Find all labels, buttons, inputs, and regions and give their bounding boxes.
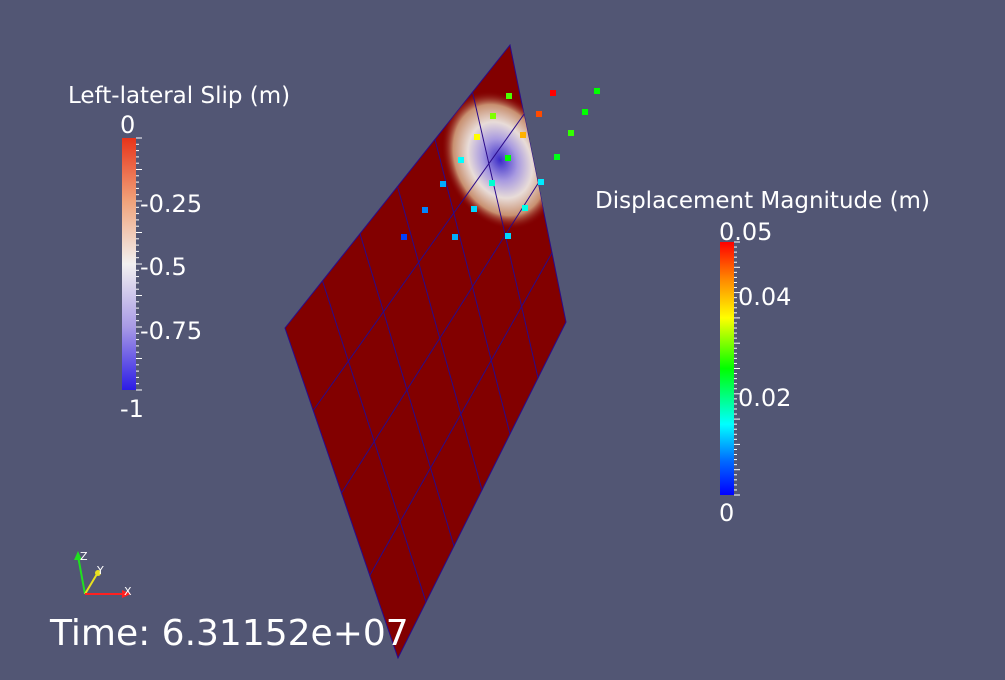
displacement-point	[440, 181, 446, 187]
displacement-legend[interactable]: Displacement Magnitude (m) 0.05 0.04 0.0…	[595, 188, 930, 527]
slip-tick-label-3: -0.75	[140, 317, 202, 345]
y-axis-label: Y	[96, 564, 104, 577]
displacement-point	[401, 234, 407, 240]
displacement-point	[422, 207, 428, 213]
displacement-point	[489, 180, 495, 186]
displacement-point	[520, 132, 526, 138]
mesh-line	[312, 113, 525, 411]
fault-mesh-grid	[312, 92, 553, 603]
y-axis-arrowhead	[95, 570, 101, 576]
fault-surface[interactable]	[284, 43, 580, 660]
displacement-legend-ticks	[734, 241, 740, 496]
displacement-point	[582, 109, 588, 115]
displacement-point	[474, 134, 480, 140]
displacement-point	[594, 88, 600, 94]
mesh-line	[369, 252, 553, 576]
displacement-point	[452, 234, 458, 240]
x-axis-label: X	[124, 585, 132, 598]
x-axis-arrowhead	[122, 590, 131, 598]
y-axis-line	[84, 573, 98, 595]
disp-tick-label-0: 0.05	[719, 218, 772, 246]
displacement-color-bar	[720, 242, 734, 495]
disp-tick-label-2: 0.02	[738, 384, 791, 412]
displacement-point	[458, 157, 464, 163]
time-annotation: Time: 6.31152e+07	[49, 613, 409, 654]
displacement-point	[554, 154, 560, 160]
slip-tick-label-1: -0.25	[140, 190, 202, 218]
disp-tick-label-3: 0	[719, 499, 734, 527]
displacement-point	[538, 179, 544, 185]
displacement-point	[536, 111, 542, 117]
z-axis-arrowhead	[74, 551, 82, 560]
z-axis-line	[77, 555, 86, 595]
slip-legend-title: Left-lateral Slip (m)	[68, 83, 290, 109]
slip-legend-ticks	[136, 137, 142, 391]
orientation-axes-triad[interactable]: Z Y X	[74, 550, 132, 598]
disp-tick-label-1: 0.04	[738, 283, 791, 311]
slip-tick-label-0: 0	[120, 111, 135, 139]
slip-tick-label-2: -0.5	[140, 253, 187, 281]
displacement-legend-title: Displacement Magnitude (m)	[595, 188, 930, 214]
displacement-point	[550, 90, 556, 96]
displacement-point	[505, 233, 511, 239]
displacement-point	[522, 205, 528, 211]
displacement-point	[568, 130, 574, 136]
z-axis-label: Z	[80, 550, 88, 563]
displacement-points	[401, 88, 600, 240]
displacement-point	[490, 113, 496, 119]
slip-tick-label-4: -1	[120, 395, 144, 423]
displacement-point	[506, 93, 512, 99]
displacement-point	[471, 206, 477, 212]
slip-color-bar	[122, 138, 136, 390]
displacement-point	[505, 155, 511, 161]
slip-legend[interactable]: Left-lateral Slip (m) 0 -0.25 -0.5 -0.75…	[68, 83, 290, 423]
